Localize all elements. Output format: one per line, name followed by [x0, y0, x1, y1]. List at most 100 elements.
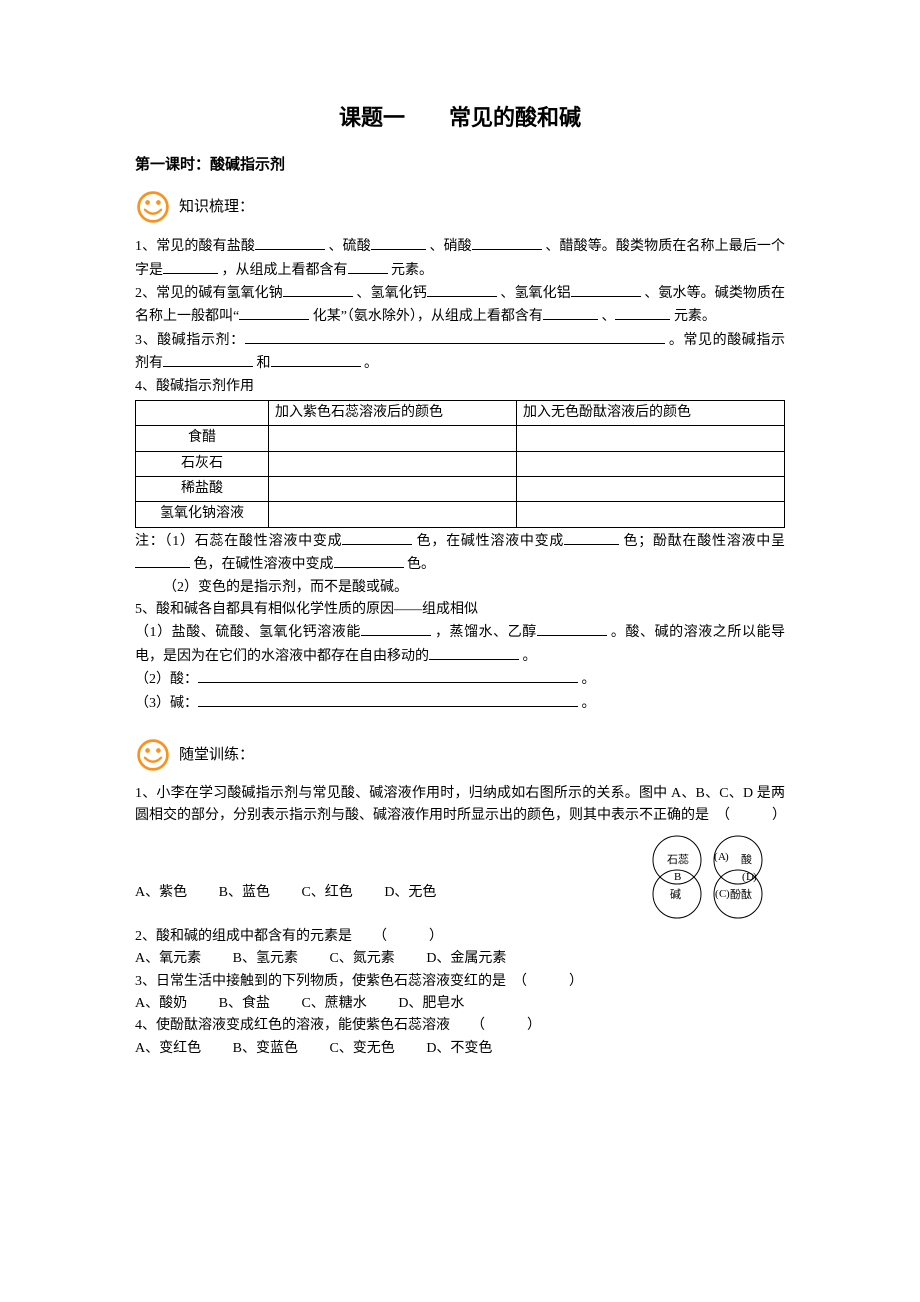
text: 化某”（氨水除外），从组成上看都含有 — [313, 309, 543, 324]
blank — [429, 645, 519, 660]
option-a: A、变红色 — [135, 1038, 201, 1060]
question-2: 2、酸和碱的组成中都含有的元素是 （ ） — [135, 926, 785, 948]
option-b: B、蓝色 — [219, 882, 270, 904]
blank — [163, 259, 218, 274]
question-text: 1、小李在学习酸碱指示剂与常见酸、碱溶液作用时，归纳成如右图所示的关系。图中 A… — [135, 783, 785, 828]
section-label-knowledge: 知识梳理： — [179, 195, 254, 219]
table-header — [136, 400, 269, 425]
indicator-table: 加入紫色石蕊溶液后的颜色 加入无色酚酞溶液后的颜色 食醋 石灰石 稀盐酸 氢氧化… — [135, 400, 785, 528]
option-d: D、不变色 — [426, 1038, 492, 1060]
blank — [543, 305, 598, 320]
table-cell — [269, 451, 517, 476]
text: 。 — [582, 672, 596, 687]
blank — [342, 530, 412, 545]
para-5-3: （3）碱： 。 — [135, 692, 785, 715]
page-title: 课题一 常见的酸和碱 — [135, 100, 785, 135]
option-a: A、酸奶 — [135, 993, 187, 1015]
table-cell — [517, 426, 785, 451]
para-2: 2、常见的碱有氢氧化钠 、氢氧化钙 、氢氧化铝 、氨水等。碱类物质在名称上一般都… — [135, 282, 785, 329]
text: ，从组成上看都含有 — [222, 263, 348, 278]
text: 元素。 — [391, 263, 433, 278]
option-c: C、蔗糖水 — [301, 993, 366, 1015]
venn-label: 酸 — [741, 852, 752, 866]
text: 色；酚酞在酸性溶液中呈 — [623, 534, 785, 549]
blank — [564, 530, 619, 545]
blank — [348, 259, 388, 274]
table-row: 石灰石 — [136, 451, 785, 476]
question-4: 4、使酚酞溶液变成红色的溶液，能使紫色石蕊溶液 （ ） — [135, 1015, 785, 1037]
text: 1、常见的酸有盐酸 — [135, 239, 255, 254]
option-c: C、氮元素 — [329, 948, 394, 970]
table-cell — [517, 451, 785, 476]
para-5-2: （2）酸： 。 — [135, 668, 785, 691]
option-c: C、红色 — [301, 882, 352, 904]
venn-label: B — [674, 871, 681, 883]
question-1: 1、小李在学习酸碱指示剂与常见酸、碱溶液作用时，归纳成如右图所示的关系。图中 A… — [135, 783, 785, 904]
table-header: 加入无色酚酞溶液后的颜色 — [517, 400, 785, 425]
blank — [198, 668, 578, 683]
text: 元素。 — [674, 309, 716, 324]
option-d: D、肥皂水 — [398, 993, 464, 1015]
text: （1）盐酸、硫酸、氢氧化钙溶液能 — [135, 625, 361, 640]
table-cell: 稀盐酸 — [136, 477, 269, 502]
blank — [245, 329, 665, 344]
blank — [135, 553, 190, 568]
option-c: C、变无色 — [329, 1038, 394, 1060]
venn-label: ) — [726, 888, 730, 900]
venn-diagram: 石蕊 酸 碱 酚酞 ( A ) B ( C ) ( D ) — [630, 832, 785, 922]
text: 3、酸碱指示剂： — [135, 333, 245, 348]
text: 注：（1）石蕊在酸性溶液中变成 — [135, 534, 342, 549]
text: 、 — [601, 309, 615, 324]
table-cell: 石灰石 — [136, 451, 269, 476]
blank — [255, 235, 325, 250]
blank — [334, 553, 404, 568]
option-b: B、食盐 — [219, 993, 270, 1015]
text: 。 — [582, 696, 596, 711]
text: （3）碱： — [135, 696, 198, 711]
text: 和 — [257, 356, 271, 371]
blank — [472, 235, 542, 250]
question-3: 3、日常生活中接触到的下列物质，使紫色石蕊溶液变红的是 （ ） — [135, 971, 785, 993]
text: 、硝酸 — [429, 239, 471, 254]
question-options: A、酸奶 B、食盐 C、蔗糖水 D、肥皂水 — [135, 993, 785, 1015]
text: 。 — [523, 649, 537, 664]
blank — [239, 305, 309, 320]
option-d: D、金属元素 — [426, 948, 506, 970]
venn-label: 碱 — [670, 888, 681, 901]
smiley-icon — [135, 189, 171, 225]
para-4: 4、酸碱指示剂作用 — [135, 376, 785, 398]
section-label-practice: 随堂训练： — [179, 743, 254, 767]
venn-label: ) — [753, 871, 757, 883]
option-b: B、变蓝色 — [233, 1038, 298, 1060]
text: 。 — [364, 356, 378, 371]
table-row: 氢氧化钠溶液 — [136, 502, 785, 527]
para-5: 5、酸和碱各自都具有相似化学性质的原因——组成相似 — [135, 599, 785, 621]
blank — [571, 282, 641, 297]
option-a: A、氧元素 — [135, 948, 201, 970]
para-5-1: （1）盐酸、硫酸、氢氧化钙溶液能 ，蒸馏水、乙醇 。酸、碱的溶液之所以能导电，是… — [135, 621, 785, 668]
text: 、硫酸 — [329, 239, 371, 254]
blank — [271, 352, 361, 367]
para-1: 1、常见的酸有盐酸 、硫酸 、硝酸 、醋酸等。酸类物质在名称上最后一个字是 ，从… — [135, 235, 785, 282]
blank — [427, 282, 497, 297]
smiley-icon — [135, 737, 171, 773]
para-3: 3、酸碱指示剂： 。常见的酸碱指示剂有 和 。 — [135, 329, 785, 376]
note-2: （2）变色的是指示剂，而不是酸或碱。 — [135, 577, 785, 599]
lesson-subtitle: 第一课时：酸碱指示剂 — [135, 153, 785, 177]
table-row: 稀盐酸 — [136, 477, 785, 502]
table-row: 食醋 — [136, 426, 785, 451]
table-cell — [269, 477, 517, 502]
blank — [163, 352, 253, 367]
table-header: 加入紫色石蕊溶液后的颜色 — [269, 400, 517, 425]
section-practice: 随堂训练： — [135, 737, 785, 773]
blank — [371, 235, 426, 250]
blank — [283, 282, 353, 297]
table-cell — [269, 502, 517, 527]
text: 、氢氧化钙 — [356, 286, 426, 301]
venn-label: ) — [725, 851, 729, 863]
text: ，蒸馏水、乙醇 — [435, 625, 537, 640]
text: 色。 — [407, 557, 435, 572]
blank — [361, 621, 431, 636]
question-options: A、氧元素 B、氢元素 C、氮元素 D、金属元素 — [135, 948, 785, 970]
option-d: D、无色 — [384, 882, 436, 904]
